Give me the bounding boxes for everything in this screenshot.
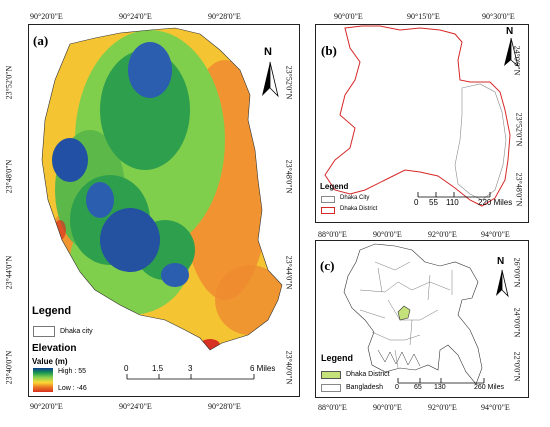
panel-c-top-lon-1: 88°0'0"E: [318, 230, 347, 239]
dhaka-city-swatch: [33, 326, 55, 337]
panel-a-value-label: Value (m): [32, 357, 68, 366]
panel-c-legend-item-2: Bangladesh: [346, 384, 383, 391]
dhaka-district-swatch-c: [321, 371, 341, 379]
elevation-colorbar: [33, 368, 53, 392]
panel-a-top-lon-1: 90°20'0"E: [30, 12, 63, 21]
panel-b-scale-0: 0: [414, 198, 419, 207]
panel-b-legend-item-2: Dhaka District: [340, 206, 378, 212]
dhaka-district-boundary: [324, 25, 511, 207]
panel-c-legend-title: Legend: [321, 353, 354, 363]
bangladesh-swatch-c: [321, 384, 341, 392]
elevation-high-label: High : 55: [58, 368, 87, 375]
panel-a-north-arrow-icon: [262, 61, 279, 98]
panel-c-north-arrow-icon: [496, 269, 509, 298]
panel-c-top-lon-2: 90°0'0"E: [373, 230, 402, 239]
panel-a-bottom-lon-3: 90°28'0"E: [208, 402, 241, 411]
panel-c-scale-3: 260 Miles: [474, 384, 504, 391]
panel-b-label: (b): [321, 43, 337, 58]
panel-a-top-lon-3: 90°28'0"E: [208, 12, 241, 21]
panel-a-north-label: N: [264, 46, 272, 58]
panel-c-label: (c): [320, 258, 335, 273]
panel-c-bottom-lon-4: 94°0'0"E: [481, 403, 510, 412]
panel-a-scale-bar: [126, 374, 255, 380]
panel-c-right-lat-3: 22°0'0"N: [512, 351, 522, 382]
panel-b-legend-title: Legend: [320, 182, 349, 191]
panel-c-right-lat-1: 26°0'0"N: [512, 257, 522, 288]
panel-a-elevation-title: Elevation: [32, 343, 77, 354]
panel-a-scale-2: 3: [188, 364, 193, 373]
panel-b-top-lon-1: 90°0'0"E: [334, 12, 363, 21]
dhaka-city-swatch-b: [321, 196, 335, 203]
panel-c-scale-2: 130: [434, 384, 446, 391]
panel-b-scale-3: 220 Miles: [478, 198, 513, 207]
panel-c-scale-bar: [397, 378, 485, 384]
panel-c-legend-item-1: Dhaka District: [346, 371, 390, 378]
panel-c-bottom-lon-3: 92°0'0"E: [428, 403, 457, 412]
panel-b-right-lat-1: 24°0'0"N: [512, 45, 522, 76]
panel-b-scale-bar: [417, 192, 491, 198]
bangladesh-map: [343, 243, 483, 385]
elevation-low-label: Low : -46: [58, 385, 87, 392]
panel-a-label: (a): [33, 33, 49, 48]
panel-c-north-label: N: [497, 256, 505, 267]
panel-a-scale-1: 1.5: [152, 364, 164, 373]
panel-a-scale-3: 6 Miles: [250, 364, 276, 373]
panel-c-scale-0: 0: [395, 384, 399, 391]
panel-b-top-lon-2: 90°15'0"E: [407, 12, 440, 21]
panel-b-right-lat-2: 23°52'0"N: [514, 112, 524, 147]
panel-b-legend-item-1: Dhaka City: [340, 195, 370, 201]
dhaka-district-highlight: [397, 305, 411, 321]
panel-c-right-lat-2: 24°0'0"N: [512, 307, 522, 338]
panel-c-top-lon-4: 94°0'0"E: [481, 230, 510, 239]
panel-b-frame: [315, 24, 529, 223]
dhaka-city-boundary: [41, 27, 283, 351]
panel-b-scale-2: 110: [446, 198, 459, 207]
panel-b-right-lat-3: 23°48'0"N: [514, 172, 524, 207]
panel-b-north-arrow-icon: [504, 37, 519, 68]
panel-c-bottom-lon-1: 88°0'0"E: [318, 403, 347, 412]
dhaka-district-swatch-b: [321, 207, 335, 214]
panel-b-scale-1: 55: [429, 198, 438, 207]
panel-a-legend-title: Legend: [32, 305, 72, 317]
dhaka-city-outline: [454, 83, 507, 201]
panel-a-bottom-lon-2: 90°24'0"E: [119, 402, 152, 411]
panel-a-scale-0: 0: [124, 364, 129, 373]
elevation-raster: [42, 28, 282, 350]
panel-a-top-lon-2: 90°24'0"E: [119, 12, 152, 21]
panel-c-frame: [315, 240, 529, 398]
panel-b-north-label: N: [506, 26, 514, 37]
panel-b-top-lon-3: 90°30'0"E: [482, 12, 515, 21]
panel-a-legend-item: Dhaka city: [60, 328, 93, 335]
panel-a-bottom-lon-1: 90°20'0"E: [30, 402, 63, 411]
panel-c-scale-1: 65: [414, 384, 422, 391]
panel-c-bottom-lon-2: 90°0'0"E: [373, 403, 402, 412]
panel-c-top-lon-3: 92°0'0"E: [428, 230, 457, 239]
